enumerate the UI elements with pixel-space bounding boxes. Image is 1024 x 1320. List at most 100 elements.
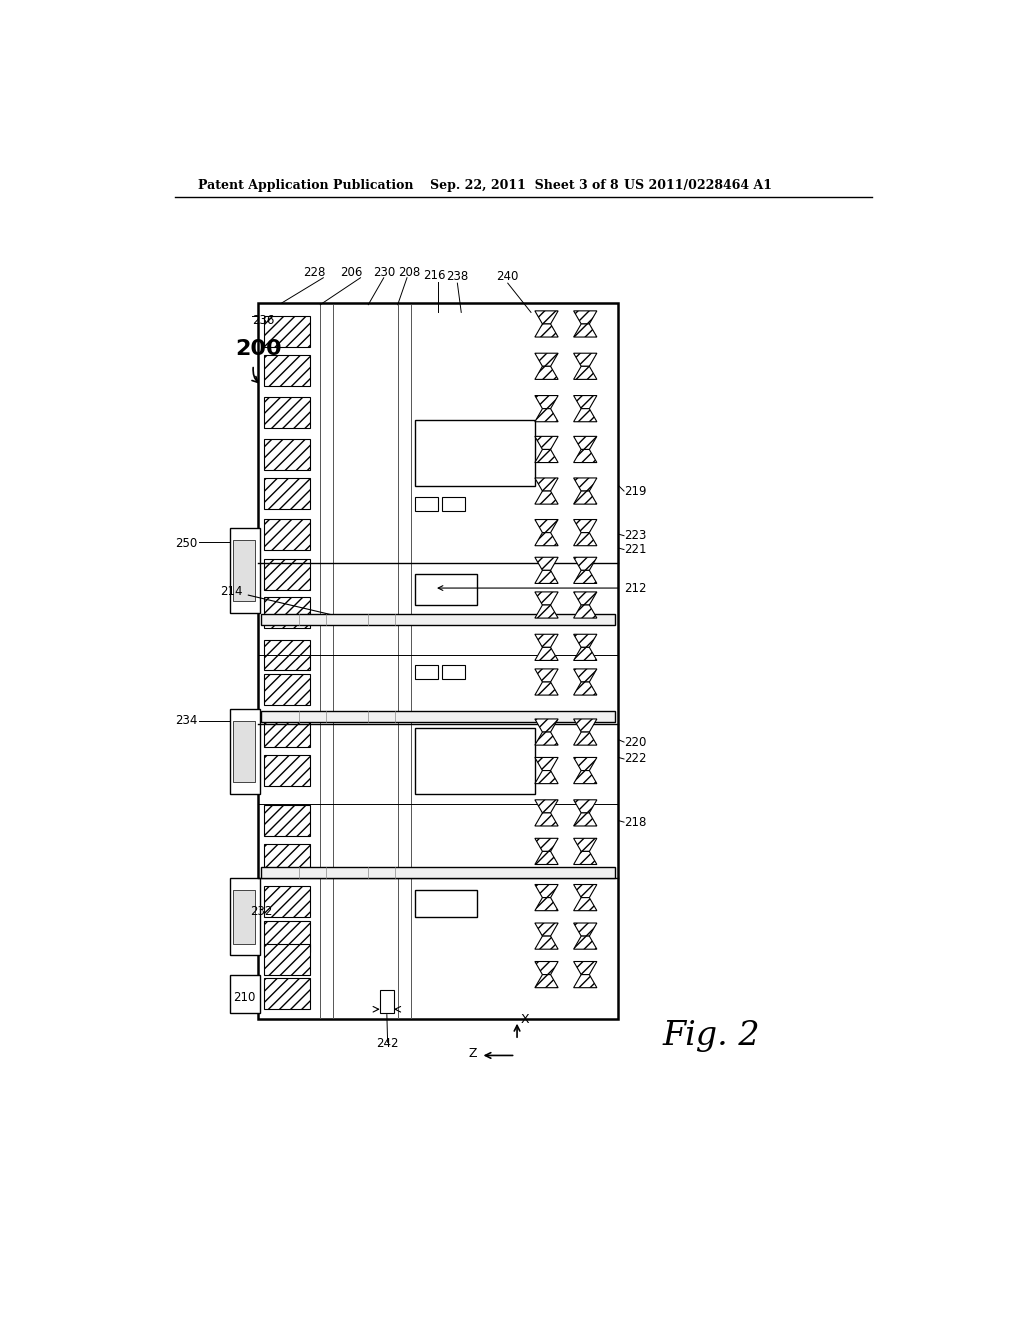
Bar [230, 974, 260, 1014]
Text: Fig. 2: Fig. 2 [663, 1020, 761, 1052]
Polygon shape [573, 367, 597, 379]
Text: 236: 236 [252, 314, 274, 326]
Bar [263, 640, 310, 671]
Bar [261, 711, 614, 722]
Polygon shape [573, 974, 597, 987]
Polygon shape [535, 923, 558, 936]
Polygon shape [535, 682, 558, 696]
Text: 240: 240 [497, 271, 519, 284]
Text: X: X [521, 1012, 529, 1026]
Polygon shape [573, 570, 597, 583]
Text: 220: 220 [624, 735, 646, 748]
Polygon shape [573, 491, 597, 504]
Polygon shape [573, 682, 597, 696]
Polygon shape [573, 719, 597, 733]
Polygon shape [573, 396, 597, 409]
Bar [415, 498, 438, 511]
Bar [380, 990, 394, 1014]
Polygon shape [535, 409, 558, 422]
Text: 208: 208 [398, 265, 421, 279]
Bar [261, 614, 614, 626]
Bar [263, 478, 310, 508]
Bar [415, 420, 535, 486]
Polygon shape [573, 898, 597, 911]
Polygon shape [573, 647, 597, 660]
Polygon shape [535, 520, 558, 533]
Polygon shape [573, 733, 597, 744]
Bar [263, 440, 310, 470]
Polygon shape [535, 813, 558, 826]
Polygon shape [573, 605, 597, 618]
Polygon shape [573, 520, 597, 533]
Bar [233, 721, 255, 781]
Polygon shape [535, 478, 558, 491]
Polygon shape [535, 771, 558, 784]
Polygon shape [535, 635, 558, 647]
Polygon shape [573, 449, 597, 462]
Polygon shape [573, 851, 597, 865]
Polygon shape [573, 838, 597, 851]
Text: 228: 228 [303, 265, 326, 279]
Bar [442, 665, 465, 678]
Polygon shape [535, 961, 558, 974]
Text: 214: 214 [220, 585, 345, 619]
Polygon shape [535, 936, 558, 949]
Polygon shape [535, 312, 558, 323]
Bar [230, 878, 260, 956]
Bar [230, 709, 260, 793]
Bar [263, 944, 310, 974]
Text: 218: 218 [624, 816, 646, 829]
Polygon shape [573, 437, 597, 449]
Polygon shape [573, 557, 597, 570]
Text: 238: 238 [446, 271, 469, 284]
Bar [230, 528, 260, 612]
Bar [233, 890, 255, 944]
Text: Z: Z [468, 1047, 477, 1060]
Bar [415, 574, 477, 605]
Text: US 2011/0228464 A1: US 2011/0228464 A1 [624, 178, 772, 191]
Polygon shape [535, 396, 558, 409]
Bar [415, 890, 477, 917]
Bar [263, 886, 310, 917]
Bar [263, 355, 310, 385]
Polygon shape [573, 533, 597, 545]
Polygon shape [535, 367, 558, 379]
Bar [263, 397, 310, 428]
Text: 219: 219 [624, 484, 646, 498]
Bar [258, 304, 617, 1019]
Polygon shape [535, 647, 558, 660]
Text: 206: 206 [340, 265, 362, 279]
Polygon shape [573, 409, 597, 422]
Polygon shape [573, 323, 597, 337]
Bar [263, 558, 310, 590]
Polygon shape [535, 898, 558, 911]
Text: 210: 210 [232, 991, 255, 1005]
Polygon shape [535, 605, 558, 618]
Bar [261, 867, 614, 878]
Text: 230: 230 [373, 265, 395, 279]
Bar [233, 540, 255, 601]
Bar [263, 717, 310, 747]
Polygon shape [573, 478, 597, 491]
Polygon shape [573, 923, 597, 936]
Bar [415, 729, 535, 793]
Text: 216: 216 [423, 269, 445, 282]
Text: 234: 234 [175, 714, 198, 727]
Polygon shape [573, 884, 597, 898]
Polygon shape [573, 591, 597, 605]
Text: 222: 222 [624, 752, 646, 766]
Text: 223: 223 [624, 529, 646, 543]
Polygon shape [573, 771, 597, 784]
Text: 221: 221 [624, 543, 646, 556]
Polygon shape [535, 719, 558, 733]
Polygon shape [535, 884, 558, 898]
Polygon shape [573, 758, 597, 771]
Bar [263, 921, 310, 952]
Bar [263, 978, 310, 1010]
Text: Sep. 22, 2011  Sheet 3 of 8: Sep. 22, 2011 Sheet 3 of 8 [430, 178, 618, 191]
Polygon shape [573, 961, 597, 974]
Polygon shape [535, 851, 558, 865]
Polygon shape [573, 936, 597, 949]
Text: 250: 250 [175, 537, 198, 550]
Text: 242: 242 [377, 1038, 399, 1051]
